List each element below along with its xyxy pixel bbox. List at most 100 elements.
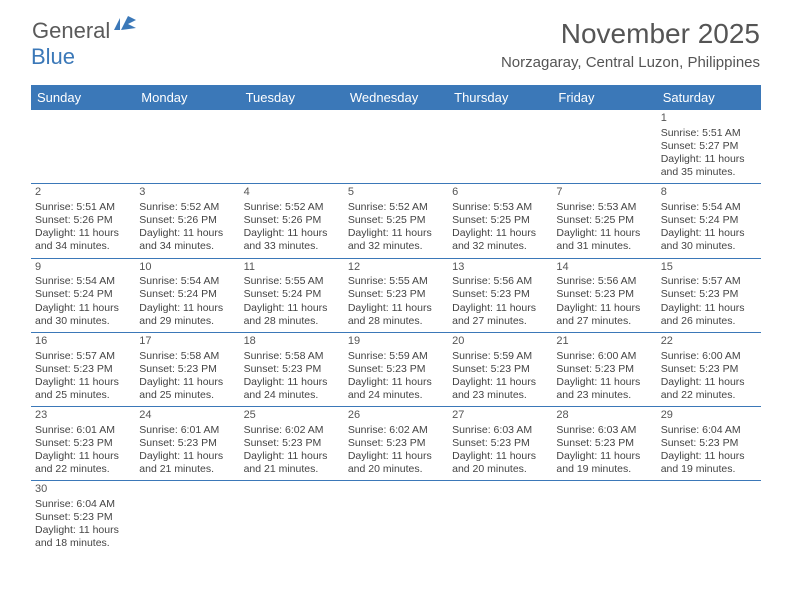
sunset-text: Sunset: 5:23 PM: [556, 363, 652, 376]
daylight-text: Daylight: 11 hours: [244, 450, 340, 463]
page-title: November 2025: [501, 18, 760, 50]
logo-text-blue: Blue: [31, 44, 75, 69]
sunrise-text: Sunrise: 5:52 AM: [139, 201, 235, 214]
sunrise-text: Sunrise: 6:03 AM: [452, 424, 548, 437]
daylight-text: Daylight: 11 hours: [556, 227, 652, 240]
calendar-cell: 30Sunrise: 6:04 AMSunset: 5:23 PMDayligh…: [31, 481, 135, 555]
sunrise-text: Sunrise: 5:52 AM: [244, 201, 340, 214]
calendar-cell: 18Sunrise: 5:58 AMSunset: 5:23 PMDayligh…: [240, 332, 344, 406]
daylight-text: Daylight: 11 hours: [139, 302, 235, 315]
calendar-body: 1Sunrise: 5:51 AMSunset: 5:27 PMDaylight…: [31, 110, 761, 555]
day-number: 14: [556, 261, 652, 275]
day-number: 12: [348, 261, 444, 275]
daylight-text: Daylight: 11 hours: [556, 302, 652, 315]
calendar-row: 2Sunrise: 5:51 AMSunset: 5:26 PMDaylight…: [31, 184, 761, 258]
daylight-text: Daylight: 11 hours: [661, 450, 757, 463]
sunset-text: Sunset: 5:23 PM: [661, 363, 757, 376]
daylight-text: Daylight: 11 hours: [452, 450, 548, 463]
daylight-text: and 21 minutes.: [139, 463, 235, 476]
daylight-text: and 32 minutes.: [452, 240, 548, 253]
weekday-header-row: Sunday Monday Tuesday Wednesday Thursday…: [31, 85, 761, 110]
day-number: 11: [244, 261, 340, 275]
sunset-text: Sunset: 5:25 PM: [556, 214, 652, 227]
day-number: 24: [139, 409, 235, 423]
sunrise-text: Sunrise: 6:03 AM: [556, 424, 652, 437]
sunrise-text: Sunrise: 6:02 AM: [348, 424, 444, 437]
calendar-cell: 26Sunrise: 6:02 AMSunset: 5:23 PMDayligh…: [344, 407, 448, 481]
header: General November 2025 Norzagaray, Centra…: [0, 0, 792, 79]
daylight-text: and 25 minutes.: [139, 389, 235, 402]
sunrise-text: Sunrise: 6:04 AM: [35, 498, 131, 511]
sunrise-text: Sunrise: 5:54 AM: [139, 275, 235, 288]
calendar-row: 1Sunrise: 5:51 AMSunset: 5:27 PMDaylight…: [31, 110, 761, 184]
sunset-text: Sunset: 5:23 PM: [452, 363, 548, 376]
calendar-cell: [657, 481, 761, 555]
sunset-text: Sunset: 5:23 PM: [348, 288, 444, 301]
sunrise-text: Sunrise: 5:59 AM: [348, 350, 444, 363]
flag-icon: [114, 16, 138, 37]
calendar-row: 23Sunrise: 6:01 AMSunset: 5:23 PMDayligh…: [31, 407, 761, 481]
day-number: 5: [348, 186, 444, 200]
daylight-text: Daylight: 11 hours: [35, 524, 131, 537]
calendar-cell: 29Sunrise: 6:04 AMSunset: 5:23 PMDayligh…: [657, 407, 761, 481]
sunset-text: Sunset: 5:23 PM: [244, 437, 340, 450]
daylight-text: and 30 minutes.: [35, 315, 131, 328]
sunrise-text: Sunrise: 5:58 AM: [139, 350, 235, 363]
daylight-text: and 21 minutes.: [244, 463, 340, 476]
sunrise-text: Sunrise: 5:57 AM: [661, 275, 757, 288]
daylight-text: and 35 minutes.: [661, 166, 757, 179]
sunset-text: Sunset: 5:24 PM: [139, 288, 235, 301]
daylight-text: and 19 minutes.: [661, 463, 757, 476]
daylight-text: and 20 minutes.: [452, 463, 548, 476]
calendar-row: 16Sunrise: 5:57 AMSunset: 5:23 PMDayligh…: [31, 332, 761, 406]
daylight-text: and 29 minutes.: [139, 315, 235, 328]
daylight-text: Daylight: 11 hours: [348, 450, 444, 463]
daylight-text: Daylight: 11 hours: [556, 450, 652, 463]
sunset-text: Sunset: 5:23 PM: [661, 437, 757, 450]
sunset-text: Sunset: 5:25 PM: [348, 214, 444, 227]
day-number: 6: [452, 186, 548, 200]
calendar-cell: 20Sunrise: 5:59 AMSunset: 5:23 PMDayligh…: [448, 332, 552, 406]
sunset-text: Sunset: 5:26 PM: [35, 214, 131, 227]
calendar-cell: 7Sunrise: 5:53 AMSunset: 5:25 PMDaylight…: [552, 184, 656, 258]
day-number: 30: [35, 483, 131, 497]
daylight-text: and 22 minutes.: [35, 463, 131, 476]
calendar-cell: [344, 110, 448, 184]
page-subtitle: Norzagaray, Central Luzon, Philippines: [501, 54, 760, 71]
daylight-text: and 24 minutes.: [348, 389, 444, 402]
day-number: 27: [452, 409, 548, 423]
calendar-cell: 27Sunrise: 6:03 AMSunset: 5:23 PMDayligh…: [448, 407, 552, 481]
sunrise-text: Sunrise: 6:04 AM: [661, 424, 757, 437]
day-number: 26: [348, 409, 444, 423]
sunset-text: Sunset: 5:26 PM: [139, 214, 235, 227]
calendar-cell: [448, 110, 552, 184]
sunrise-text: Sunrise: 5:56 AM: [556, 275, 652, 288]
calendar-cell: 16Sunrise: 5:57 AMSunset: 5:23 PMDayligh…: [31, 332, 135, 406]
daylight-text: Daylight: 11 hours: [35, 376, 131, 389]
daylight-text: Daylight: 11 hours: [452, 227, 548, 240]
calendar-row: 9Sunrise: 5:54 AMSunset: 5:24 PMDaylight…: [31, 258, 761, 332]
day-number: 17: [139, 335, 235, 349]
calendar-cell: [240, 481, 344, 555]
sunrise-text: Sunrise: 5:51 AM: [35, 201, 131, 214]
day-number: 28: [556, 409, 652, 423]
daylight-text: and 19 minutes.: [556, 463, 652, 476]
weekday-header: Saturday: [657, 85, 761, 110]
day-number: 2: [35, 186, 131, 200]
calendar-cell: 21Sunrise: 6:00 AMSunset: 5:23 PMDayligh…: [552, 332, 656, 406]
calendar-cell: 19Sunrise: 5:59 AMSunset: 5:23 PMDayligh…: [344, 332, 448, 406]
calendar-table: Sunday Monday Tuesday Wednesday Thursday…: [31, 85, 761, 555]
daylight-text: and 23 minutes.: [556, 389, 652, 402]
calendar-cell: 25Sunrise: 6:02 AMSunset: 5:23 PMDayligh…: [240, 407, 344, 481]
calendar-cell: 12Sunrise: 5:55 AMSunset: 5:23 PMDayligh…: [344, 258, 448, 332]
day-number: 23: [35, 409, 131, 423]
sunset-text: Sunset: 5:23 PM: [139, 363, 235, 376]
day-number: 25: [244, 409, 340, 423]
sunrise-text: Sunrise: 6:02 AM: [244, 424, 340, 437]
daylight-text: Daylight: 11 hours: [35, 227, 131, 240]
sunset-text: Sunset: 5:23 PM: [661, 288, 757, 301]
sunset-text: Sunset: 5:23 PM: [452, 288, 548, 301]
weekday-header: Monday: [135, 85, 239, 110]
calendar-cell: 28Sunrise: 6:03 AMSunset: 5:23 PMDayligh…: [552, 407, 656, 481]
sunrise-text: Sunrise: 5:55 AM: [244, 275, 340, 288]
